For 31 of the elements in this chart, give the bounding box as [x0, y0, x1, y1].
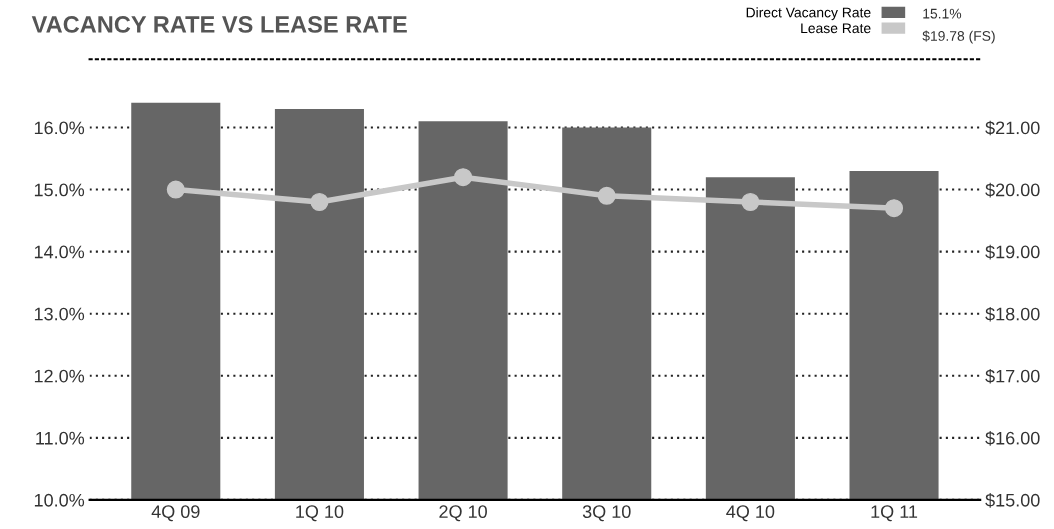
x-tick-label: 4Q 10 [726, 505, 775, 522]
y2-tick-label: $16.00 [985, 431, 1040, 446]
x-tick-label: 4Q 09 [151, 505, 200, 522]
y-tick-label: 13.0% [34, 307, 85, 321]
point [166, 180, 185, 199]
chart-title: VACANCY RATE VS LEASE RATE [31, 16, 407, 33]
y-tick-label: 14.0% [34, 245, 85, 259]
text: 15.1% [923, 8, 962, 19]
y2-tick-label: $18.00 [985, 306, 1040, 322]
point [597, 186, 616, 205]
text: $19.78 (FS) [922, 30, 995, 44]
y-tick-label: 16.0% [34, 121, 85, 135]
y2-tick-label: $20.00 [985, 182, 1040, 198]
point [454, 168, 473, 187]
point [310, 192, 329, 212]
y2-tick-label: $17.00 [985, 368, 1040, 384]
legend-label: Lease Rate [801, 23, 871, 34]
point [741, 192, 760, 212]
y-tick-label: 12.0% [34, 369, 85, 383]
y2-tick-label: $19.00 [985, 244, 1040, 260]
y-tick-label: 11.0% [36, 431, 85, 445]
x-tick-label: 2Q 10 [439, 505, 487, 522]
x-tick-label: 1Q 11 [871, 505, 918, 522]
point [885, 199, 904, 218]
x-tick-label: 3Q 10 [582, 505, 631, 522]
y-tick-label: 10.0% [34, 493, 85, 507]
y2-tick-label: $15.00 [985, 493, 1040, 508]
legend-label: Direct Vacancy Rate [746, 7, 871, 21]
y-tick-label: 15.0% [34, 183, 85, 197]
y2-tick-label: $21.00 [985, 120, 1040, 136]
x-tick-label: 1Q 10 [296, 505, 344, 522]
